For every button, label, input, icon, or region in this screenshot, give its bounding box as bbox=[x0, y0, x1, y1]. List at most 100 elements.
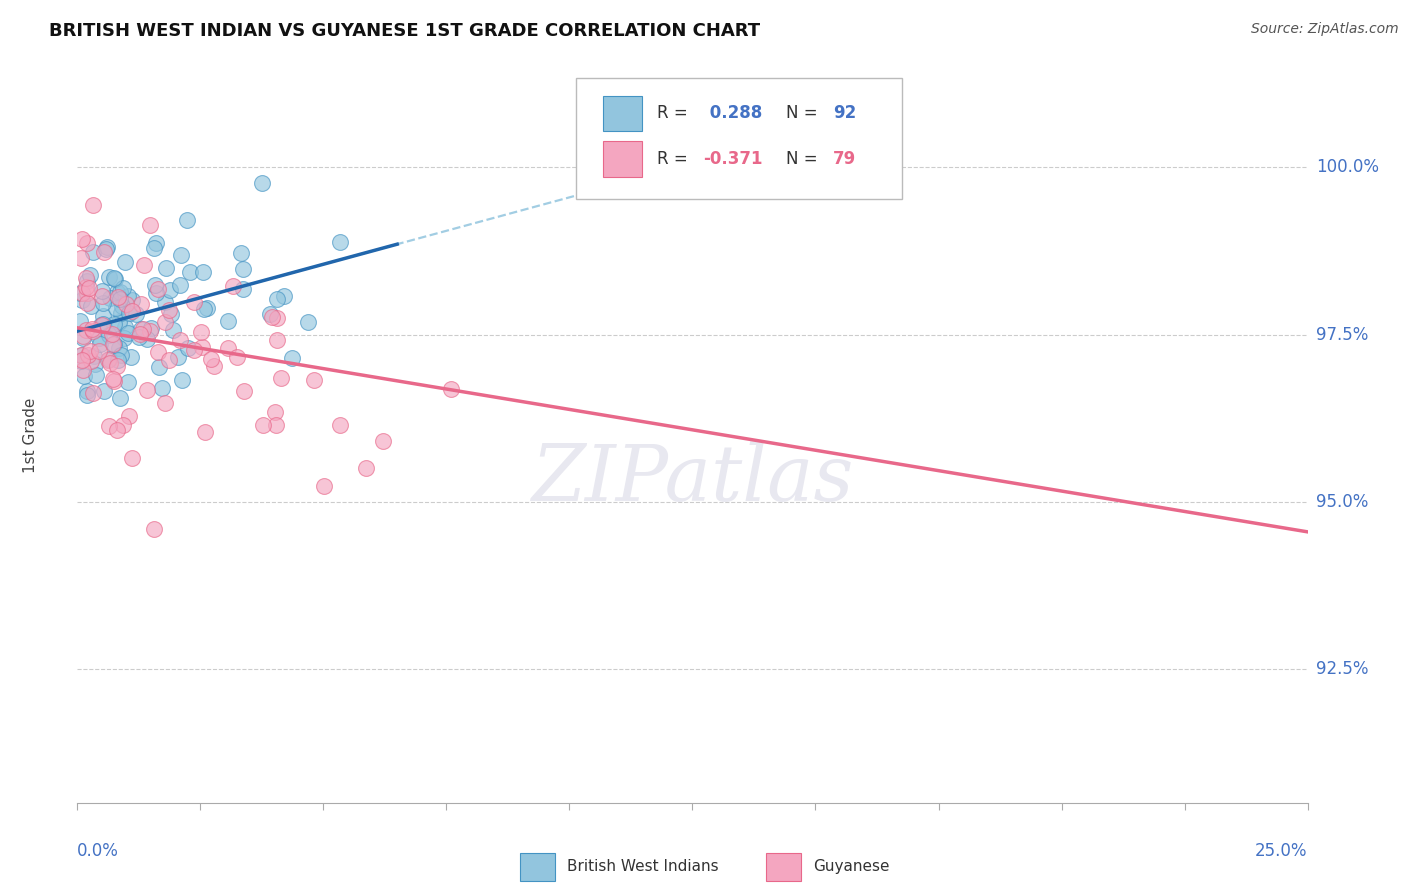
Point bbox=[114, 319, 136, 334]
Point bbox=[83, 349, 105, 363]
FancyBboxPatch shape bbox=[603, 141, 643, 177]
Point bbox=[129, 297, 152, 311]
Point bbox=[145, 286, 167, 301]
Text: R =: R = bbox=[657, 104, 693, 122]
Point bbox=[259, 307, 281, 321]
Text: British West Indians: British West Indians bbox=[567, 859, 718, 874]
Point bbox=[72, 348, 94, 362]
Point bbox=[76, 285, 98, 300]
Point bbox=[302, 373, 325, 387]
Point bbox=[260, 310, 283, 324]
Point bbox=[200, 351, 222, 366]
Point bbox=[73, 369, 96, 384]
Point bbox=[229, 245, 252, 260]
Point bbox=[118, 409, 141, 424]
Point bbox=[121, 303, 143, 318]
Point bbox=[176, 213, 198, 227]
Point bbox=[80, 299, 103, 313]
Point bbox=[148, 359, 170, 374]
Point bbox=[129, 327, 152, 342]
Point bbox=[104, 272, 127, 286]
Point bbox=[280, 351, 302, 365]
Point bbox=[105, 359, 128, 374]
Point bbox=[104, 301, 127, 316]
Point bbox=[76, 236, 98, 251]
Point bbox=[134, 258, 156, 272]
Point bbox=[155, 314, 177, 328]
Point bbox=[153, 396, 176, 410]
Point bbox=[103, 271, 125, 285]
Point bbox=[70, 353, 93, 368]
Point bbox=[82, 245, 104, 260]
Point bbox=[112, 418, 135, 433]
Text: N =: N = bbox=[786, 150, 823, 168]
Point bbox=[112, 281, 135, 295]
Point bbox=[107, 353, 129, 368]
Point bbox=[135, 383, 157, 397]
Point bbox=[195, 301, 218, 315]
Point bbox=[72, 329, 94, 343]
Point bbox=[96, 240, 118, 254]
Point bbox=[232, 384, 254, 398]
FancyBboxPatch shape bbox=[520, 853, 555, 880]
Point bbox=[114, 254, 136, 268]
Point bbox=[97, 419, 120, 434]
Point bbox=[70, 354, 93, 368]
Point bbox=[82, 197, 104, 211]
Point bbox=[110, 305, 132, 319]
Point bbox=[117, 326, 139, 340]
Point bbox=[183, 295, 205, 310]
Point bbox=[170, 247, 193, 261]
Point bbox=[117, 306, 139, 320]
Point bbox=[194, 425, 217, 439]
Point bbox=[202, 359, 225, 373]
Point bbox=[108, 341, 131, 355]
Point bbox=[162, 323, 184, 337]
Point bbox=[232, 282, 254, 296]
Point bbox=[132, 322, 155, 336]
Text: 92: 92 bbox=[832, 104, 856, 122]
Point bbox=[167, 351, 190, 365]
Point bbox=[84, 357, 107, 371]
Point bbox=[270, 371, 292, 385]
Point bbox=[153, 294, 176, 309]
Point bbox=[105, 285, 128, 299]
Point bbox=[329, 418, 352, 433]
Point bbox=[91, 317, 114, 331]
Point bbox=[70, 285, 93, 300]
Text: -0.371: -0.371 bbox=[703, 150, 763, 168]
Point bbox=[121, 451, 143, 466]
Point bbox=[72, 363, 94, 377]
Point bbox=[138, 219, 160, 233]
Point bbox=[169, 333, 191, 347]
Point bbox=[266, 333, 288, 347]
Point bbox=[80, 354, 103, 368]
Point bbox=[440, 382, 463, 396]
Point bbox=[87, 331, 110, 345]
Text: 0.288: 0.288 bbox=[703, 104, 762, 122]
Text: 92.5%: 92.5% bbox=[1316, 660, 1368, 678]
Point bbox=[312, 479, 335, 493]
Point bbox=[93, 384, 115, 399]
Point bbox=[110, 348, 132, 362]
Point bbox=[69, 348, 91, 362]
Point bbox=[98, 291, 121, 305]
Text: 79: 79 bbox=[832, 150, 856, 168]
Point bbox=[105, 423, 128, 437]
Point bbox=[70, 251, 93, 265]
Point bbox=[84, 368, 107, 382]
Point bbox=[80, 322, 103, 336]
Point bbox=[139, 321, 162, 335]
Point bbox=[91, 295, 114, 310]
Point bbox=[120, 350, 142, 364]
Point bbox=[96, 242, 118, 256]
Point bbox=[87, 344, 110, 359]
Text: ZIPatlas: ZIPatlas bbox=[531, 441, 853, 517]
Point bbox=[135, 332, 157, 346]
Point bbox=[139, 324, 162, 338]
Point bbox=[142, 241, 165, 255]
Text: 1st Grade: 1st Grade bbox=[22, 397, 38, 473]
Point bbox=[108, 292, 131, 306]
Point bbox=[97, 352, 120, 367]
Text: Source: ZipAtlas.com: Source: ZipAtlas.com bbox=[1251, 22, 1399, 37]
